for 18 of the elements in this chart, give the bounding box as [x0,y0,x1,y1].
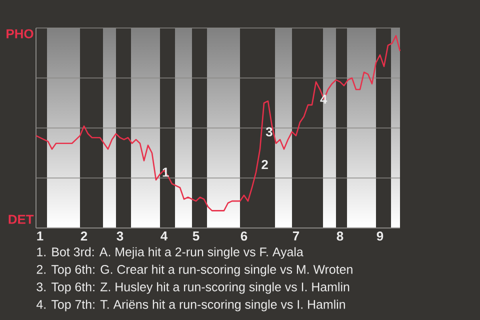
text: 2. Top 6th: G. Crear hit a run-scoring single vs M. Wroten [36,264,352,276]
annotation: 3 [266,127,272,136]
x-tick-label: 1 [37,232,44,240]
x-tick-label: 2 [80,232,88,241]
x-tick-label: 8 [336,232,344,241]
text: 1. Bot 3rd: A. Mejia hit a 2-run single vs F. Ayala [37,247,304,259]
text: 3. Top 6th: Z. Husley hit a run-scoring single vs I. Hamlin [36,282,350,294]
text: 4. Top 7th: T. Ariëns hit a run-scoring single vs I. Hamlin [36,300,345,312]
x-tick-label: 4 [160,232,168,240]
text: PHO [6,29,34,38]
x-tick-label: 7 [292,232,300,240]
text: DET [8,214,34,224]
x-tick-label: 6 [240,232,248,241]
x-tick-label: 5 [192,232,200,241]
annotation: 2 [262,160,268,170]
x-tick-label: 3 [116,232,124,241]
x-tick-label: 9 [376,232,384,241]
annotation: 4 [320,94,328,104]
